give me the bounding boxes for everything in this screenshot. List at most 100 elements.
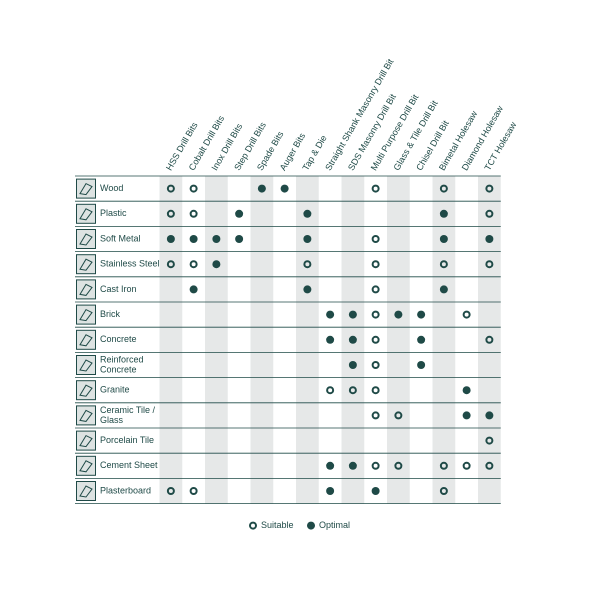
optimal-dot <box>166 235 175 243</box>
icon-glyph <box>79 182 93 196</box>
row-label: Wood <box>100 183 123 193</box>
optimal-dot <box>439 235 448 243</box>
icon-frame <box>76 380 96 401</box>
icon-frame <box>76 229 96 249</box>
icon-glyph <box>79 384 93 397</box>
optimal-dot <box>439 209 448 218</box>
optimal-dot <box>326 487 335 495</box>
optimal-dot <box>485 235 494 243</box>
optimal-dot <box>348 310 357 319</box>
optimal-dot <box>326 335 335 344</box>
icon-glyph <box>79 233 93 246</box>
legend-symbol <box>249 521 257 530</box>
optimal-dot <box>303 209 312 218</box>
icon-frame <box>76 329 96 350</box>
material-icon <box>76 355 96 375</box>
suitable-dot <box>485 184 494 193</box>
suitable-dot <box>394 411 403 420</box>
icon-frame <box>76 203 96 224</box>
suitable-dot <box>303 260 312 269</box>
suitable-dot <box>371 411 380 420</box>
suitable-dot <box>439 487 448 495</box>
optimal-dot <box>371 487 380 495</box>
row-label: Concrete <box>100 334 137 344</box>
optimal-dot <box>417 335 426 344</box>
suitable-dot <box>371 361 380 369</box>
icon-frame <box>76 481 96 501</box>
optimal-dot <box>303 235 312 243</box>
row-label: Porcelain Tile <box>100 435 154 445</box>
optimal-dot <box>303 285 312 294</box>
suitable-dot <box>371 285 380 294</box>
optimal-dot <box>439 285 448 294</box>
legend-label: Optimal <box>319 520 350 530</box>
column-band <box>478 176 501 504</box>
suitable-dot <box>189 184 198 193</box>
suitable-dot <box>371 335 380 344</box>
optimal-dot <box>348 361 357 369</box>
icon-frame <box>76 178 96 199</box>
suitable-dot <box>485 436 494 445</box>
suitable-dot <box>166 184 175 193</box>
icon-frame <box>76 455 96 476</box>
suitable-dot <box>166 260 175 269</box>
suitable-dot <box>166 487 175 495</box>
material-icon <box>76 229 96 249</box>
icon-glyph <box>79 359 93 372</box>
optimal-dot <box>189 235 198 243</box>
suitable-dot <box>485 335 494 344</box>
row-label: Glass <box>100 415 124 425</box>
material-icon <box>76 279 96 300</box>
column-band <box>432 176 456 504</box>
row-label: Brick <box>100 309 120 319</box>
suitable-dot <box>371 260 380 269</box>
row-label: Reinforced <box>100 354 144 364</box>
material-icon <box>76 405 96 426</box>
icon-glyph <box>79 308 93 322</box>
optimal-dot <box>235 209 244 218</box>
material-icon <box>76 455 96 476</box>
row-label: Plastic <box>100 208 127 218</box>
optimal-dot <box>326 461 335 470</box>
material-icon <box>76 380 96 401</box>
row-label: Cast Iron <box>100 284 137 294</box>
suitable-dot <box>439 461 448 470</box>
icon-glyph <box>79 258 93 271</box>
icon-frame <box>76 405 96 426</box>
icon-glyph <box>79 485 93 498</box>
icon-frame <box>76 430 96 451</box>
optimal-dot <box>235 235 244 243</box>
suitable-dot <box>371 386 380 395</box>
optimal-dot <box>189 285 198 294</box>
icon-glyph <box>79 208 93 221</box>
icon-glyph <box>79 434 93 448</box>
row-label: Plasterboard <box>100 485 151 495</box>
suitable-dot <box>326 386 335 395</box>
material-icon <box>76 430 96 451</box>
icon-frame <box>76 304 96 325</box>
material-icon <box>76 329 96 350</box>
optimal-dot <box>417 310 426 319</box>
icon-frame <box>76 254 96 275</box>
suitable-dot <box>371 310 380 319</box>
material-icon <box>76 304 96 325</box>
icon-glyph <box>79 334 93 347</box>
icon-glyph <box>79 460 93 473</box>
row-label: Stainless Steel <box>100 259 160 269</box>
suitable-dot <box>485 209 494 218</box>
row-label: Ceramic Tile / <box>100 405 156 415</box>
optimal-dot <box>212 260 221 269</box>
row-label: Cement Sheet <box>100 460 158 470</box>
optimal-dot <box>394 310 403 319</box>
optimal-dot <box>280 184 289 193</box>
optimal-dot <box>348 335 357 344</box>
suitable-dot <box>462 461 471 470</box>
icon-glyph <box>79 409 93 422</box>
optimal-dot <box>212 235 221 243</box>
material-icon <box>76 203 96 224</box>
optimal-dot <box>257 184 266 193</box>
suitable-dot <box>166 209 175 218</box>
suitable-dot <box>189 260 198 269</box>
suitable-dot <box>371 235 380 243</box>
